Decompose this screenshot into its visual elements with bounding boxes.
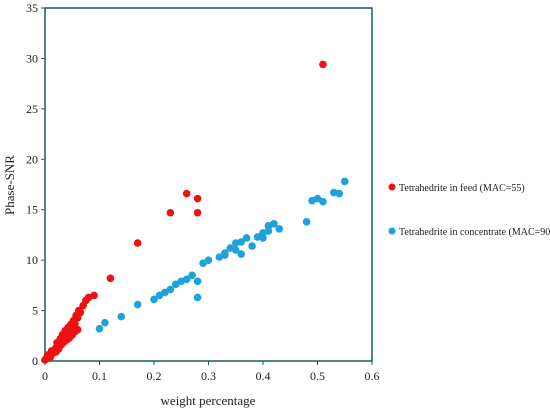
- data-point: [60, 338, 68, 346]
- legend-label-feed: Tetrahedrite in feed (MAC=55): [399, 183, 525, 194]
- data-point: [166, 208, 175, 217]
- data-point: [204, 256, 213, 264]
- x-axis-ticks: 0 0.1 0.2 0.3 0.4 0.5 0.6: [42, 361, 380, 383]
- y-tick-label: 10: [26, 253, 38, 267]
- data-point: [95, 324, 104, 333]
- data-point: [166, 285, 175, 294]
- data-point: [319, 60, 327, 69]
- data-point: [270, 220, 278, 228]
- data-point: [106, 274, 115, 283]
- series-feed: [41, 60, 327, 364]
- data-point: [101, 318, 109, 327]
- x-tick-label: 0.3: [201, 369, 216, 383]
- x-tick-label: 0.5: [310, 369, 325, 383]
- y-axis-ticks: 0 5 10 15 20 25 30 35: [26, 1, 45, 368]
- data-point: [182, 189, 191, 198]
- y-tick-label: 30: [26, 51, 38, 65]
- data-point: [76, 308, 85, 317]
- data-point: [264, 227, 273, 235]
- data-point: [133, 300, 142, 309]
- data-point: [319, 197, 327, 206]
- data-point: [71, 327, 79, 336]
- data-point: [237, 250, 245, 258]
- plot-area: [44, 7, 373, 362]
- x-tick-label: 0.6: [365, 369, 380, 383]
- data-point: [71, 319, 79, 328]
- x-axis-title: weight percentage: [161, 393, 256, 408]
- x-tick-label: 0.1: [92, 369, 107, 383]
- data-point: [193, 277, 202, 286]
- data-point: [65, 334, 74, 342]
- legend-marker-concentrate: [388, 227, 396, 235]
- x-tick-label: 0.2: [147, 369, 162, 383]
- data-point: [231, 239, 240, 247]
- data-point: [150, 295, 158, 304]
- data-point: [340, 177, 349, 186]
- data-point: [335, 189, 344, 198]
- data-point: [302, 218, 311, 226]
- data-point: [193, 293, 202, 302]
- data-point: [193, 208, 202, 217]
- x-tick-label: 0.4: [256, 369, 271, 383]
- y-tick-label: 25: [26, 102, 38, 116]
- legend-label-concentrate: Tetrahedrite in concentrate (MAC=90): [399, 227, 550, 238]
- y-tick-label: 35: [26, 1, 38, 15]
- data-point: [182, 275, 191, 284]
- data-point: [248, 242, 256, 250]
- data-point: [188, 271, 196, 280]
- legend-marker-feed: [388, 183, 396, 191]
- y-tick-label: 15: [26, 203, 38, 217]
- data-point: [90, 291, 98, 300]
- data-point: [221, 251, 229, 259]
- data-point: [133, 239, 142, 247]
- data-point: [259, 234, 267, 242]
- data-point: [117, 312, 126, 321]
- series-concentrate: [95, 177, 349, 333]
- series-layer: [41, 60, 349, 364]
- data-point: [54, 345, 63, 353]
- data-point: [242, 234, 251, 242]
- x-tick-label: 0: [42, 369, 48, 383]
- legend: Tetrahedrite in feed (MAC=55) Tetrahedri…: [388, 183, 550, 238]
- data-point: [193, 194, 202, 203]
- y-axis-title: Phase-SNR: [2, 155, 17, 215]
- data-point: [275, 225, 284, 233]
- data-point: [231, 246, 240, 254]
- y-tick-label: 20: [26, 152, 38, 166]
- y-tick-label: 5: [32, 304, 38, 318]
- y-tick-label: 0: [32, 354, 38, 368]
